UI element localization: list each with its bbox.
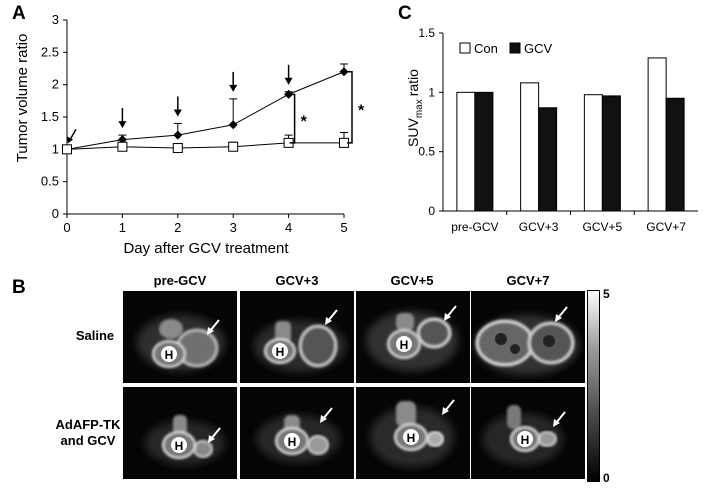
x-tick-label: pre-GCV	[451, 220, 498, 234]
legend-swatch-gcv	[509, 42, 521, 54]
x-tick-label: GCV+5	[583, 220, 623, 234]
svg-text:H: H	[407, 431, 416, 445]
y-tick-label: 1.5	[418, 26, 435, 40]
svg-text:H: H	[521, 433, 530, 447]
x-tick-label: 0	[63, 220, 70, 235]
pet-image-treated-gcv7: H	[471, 387, 585, 479]
pet-image-saline-pre-gcv: H	[123, 291, 237, 383]
bar-gcv	[665, 97, 685, 212]
y-tick-label: 0.5	[41, 174, 59, 189]
y-tick-label: 2.5	[41, 44, 59, 59]
y-tick-label: 0	[428, 204, 435, 218]
bar-con	[647, 57, 667, 212]
treatment-arrows	[67, 64, 293, 144]
y-tick-label: 3	[52, 12, 59, 27]
significance-bracket	[347, 70, 353, 144]
bar-gcv	[538, 107, 558, 212]
column-title-gcv7: GCV+7	[506, 273, 550, 288]
suv-max-bar-chart: SUVmaxratio 0 0.5 1 1.5 pre-GCV GCV+3 GCV+5 GCV…	[405, 26, 698, 234]
column-title-gcv3: GCV+3	[275, 273, 319, 288]
arrow-head	[229, 84, 238, 92]
y-tick-label: 1	[428, 85, 435, 99]
arrow-head	[67, 136, 73, 144]
pet-image-treated-gcv5: H	[356, 387, 470, 479]
legend-label-con: Con	[474, 41, 498, 56]
x-tick-label: GCV+3	[519, 220, 559, 234]
svg-text:H: H	[165, 348, 174, 362]
x-tick-label: 2	[174, 220, 181, 235]
tumor-volume-line-chart: Tumor volume ratio Day after GCV treatme…	[14, 12, 365, 257]
panel-letter-a: A	[12, 3, 26, 24]
significance-star: *	[301, 114, 308, 131]
data-point-diamond	[173, 130, 183, 140]
svg-text:H: H	[175, 439, 184, 453]
row-title-saline: Saline	[75, 328, 115, 343]
y-axis-label: Tumor volume ratio	[14, 34, 31, 163]
intensity-colorbar	[587, 290, 600, 482]
colorbar-max-label: 5	[603, 287, 610, 301]
legend-swatch-con	[459, 42, 471, 54]
pet-image-treated-pre-gcv: H	[123, 387, 237, 479]
data-point-diamond	[284, 89, 294, 99]
significance-brackets: **	[289, 70, 365, 144]
y-tick-label: 1	[52, 141, 59, 156]
x-tick-label: GCV+7	[646, 220, 686, 234]
svg-text:H: H	[276, 345, 285, 359]
pet-image-saline-gcv3: H	[240, 291, 354, 383]
x-tick-label: 5	[340, 220, 347, 235]
svg-text:H: H	[400, 338, 409, 352]
data-point-diamond	[339, 67, 349, 77]
data-point-square	[228, 141, 239, 152]
arrow-head	[284, 77, 293, 85]
y-tick-label: 1.5	[41, 109, 59, 124]
bar-con	[456, 91, 476, 212]
series-line-0	[66, 71, 345, 150]
significance-star: *	[358, 102, 365, 119]
row-title-adafp-tk: AdAFP-TK and GCV	[55, 417, 121, 448]
x-tick-label: 1	[119, 220, 126, 235]
bar-gcv	[601, 95, 621, 212]
data-point-square	[172, 143, 183, 154]
bar-con	[520, 82, 540, 212]
pet-image-treated-gcv3: H	[240, 387, 354, 479]
legend-label-gcv: GCV	[524, 41, 553, 56]
arrow-head	[173, 109, 182, 117]
panel-letter-b: B	[12, 277, 26, 298]
bar-con	[583, 94, 603, 212]
pet-image-saline-gcv5: H	[356, 291, 470, 383]
colorbar-min-label: 0	[603, 471, 610, 485]
significance-bracket	[289, 93, 296, 144]
column-title-pre-gcv: pre-GCV	[153, 273, 207, 288]
data-point-square	[117, 141, 128, 152]
x-axis-label: Day after GCV treatment	[123, 240, 289, 257]
panel-letter-c: C	[398, 3, 412, 24]
data-point-square	[62, 144, 72, 155]
y-tick-label: 2	[52, 77, 59, 92]
arrow-head	[118, 121, 127, 129]
svg-text:H: H	[288, 435, 297, 449]
y-tick-label: 0.5	[418, 145, 435, 159]
pet-image-saline-gcv7	[471, 291, 585, 383]
chart-legend: Con GCV	[459, 41, 553, 56]
y-tick-label: 0	[52, 206, 59, 221]
x-tick-label: 4	[285, 220, 292, 235]
y-axis-label: SUVmaxratio	[405, 69, 425, 147]
column-title-gcv5: GCV+5	[390, 273, 434, 288]
bar-gcv	[474, 91, 494, 212]
data-point-diamond	[228, 120, 238, 130]
series-line-1	[66, 142, 344, 150]
x-tick-label: 3	[230, 220, 237, 235]
